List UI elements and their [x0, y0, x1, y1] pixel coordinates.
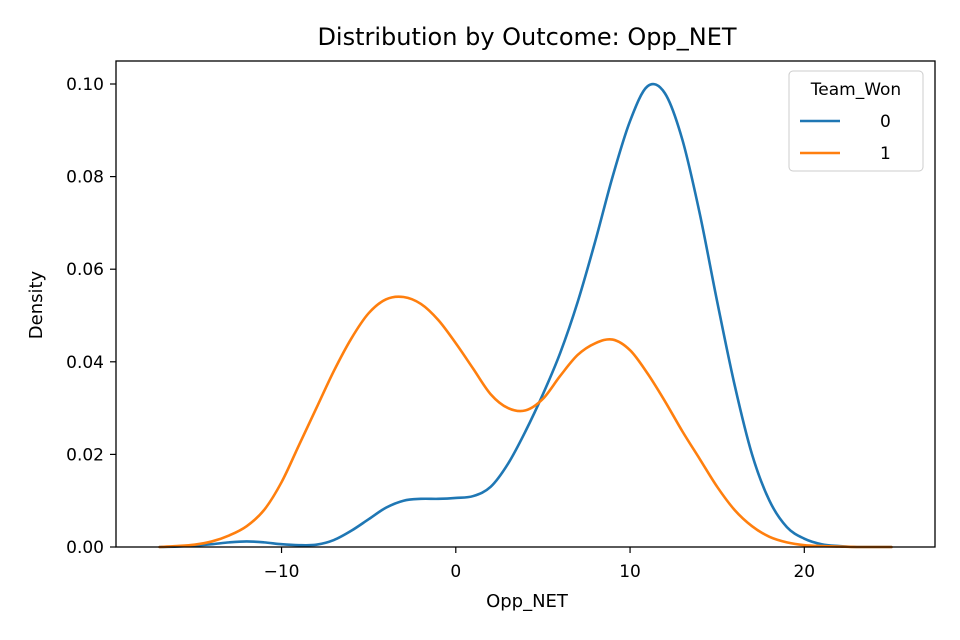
y-tick-label: 0.10: [66, 75, 104, 95]
y-tick-label: 0.02: [66, 445, 104, 465]
series-line-0: [158, 82, 893, 549]
series-line-1: [158, 295, 893, 549]
x-tick-label: −10: [264, 562, 300, 582]
y-axis-label: Density: [26, 270, 47, 339]
plot-lines: [158, 82, 893, 549]
x-tick-label: 0: [450, 562, 461, 582]
x-tick-label: 20: [793, 562, 815, 582]
y-tick-label: 0.06: [66, 260, 104, 280]
x-tick-label: 10: [619, 562, 641, 582]
legend-label-0: 0: [880, 112, 891, 132]
chart-title: Distribution by Outcome: Opp_NET: [317, 23, 736, 51]
legend-box: [788, 70, 924, 172]
x-axis-label: Opp_NET: [486, 591, 569, 612]
x-axis: −10 0 10 20: [264, 547, 815, 582]
y-axis: 0.00 0.02 0.04 0.06 0.08 0.10: [66, 75, 116, 558]
y-tick-label: 0.08: [66, 168, 104, 188]
legend: Team_Won 0 1: [788, 70, 924, 172]
legend-label-1: 1: [880, 144, 891, 164]
plot-frame: [115, 60, 936, 548]
y-tick-label: 0.04: [66, 353, 104, 373]
legend-title: Team_Won: [810, 80, 901, 100]
y-tick-label: 0.00: [66, 538, 104, 558]
